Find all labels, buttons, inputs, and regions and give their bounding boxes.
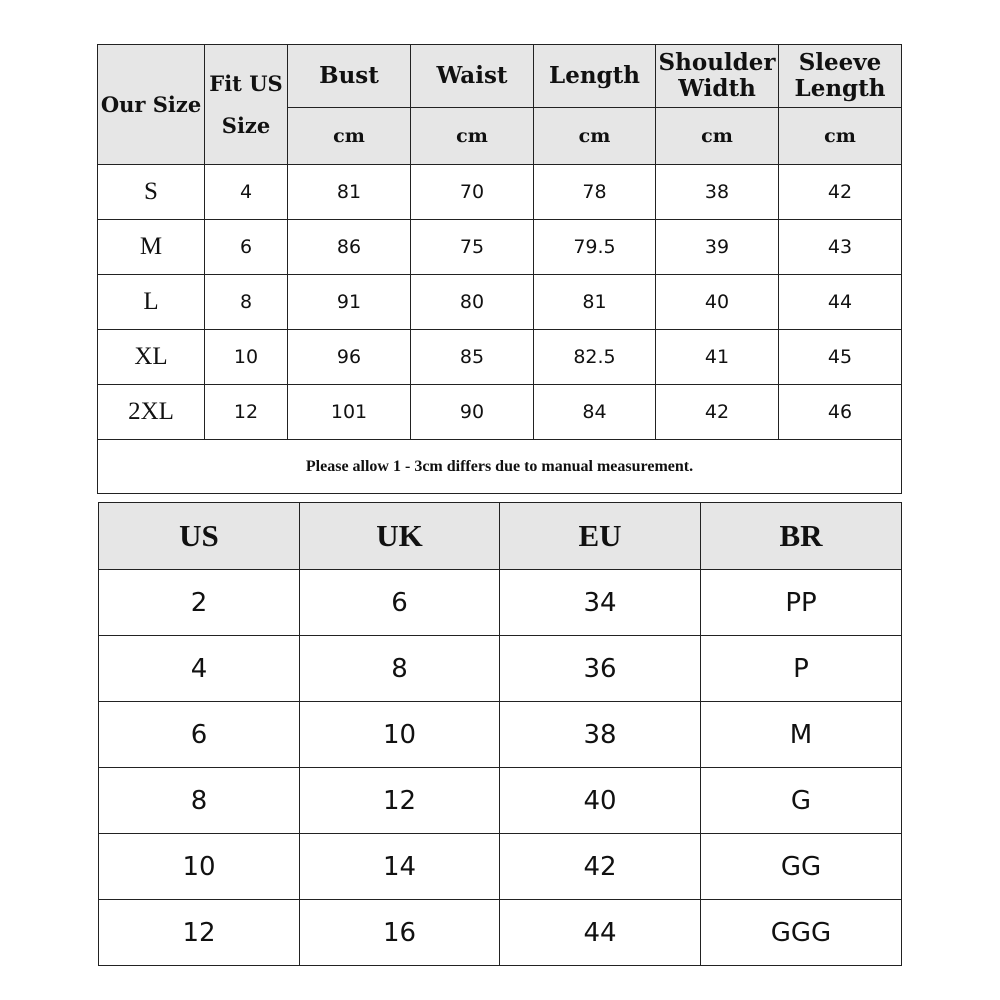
table-cell: 6: [299, 569, 500, 636]
table-cell: S: [97, 164, 205, 220]
size-conversion-table: US UK EU BR 2 6 34 PP 4 8 36 P 6 10 38 M 8 12 40 G 10 14 4…: [98, 502, 902, 966]
table-row: 4 8 36 P: [98, 635, 902, 702]
table-row: 10 14 42 GG: [98, 833, 902, 900]
header-length: Length: [533, 44, 656, 108]
table-cell: 80: [410, 274, 534, 330]
header-eu: EU: [499, 502, 701, 570]
table-cell: P: [700, 635, 902, 702]
table-row: 12 16 44 GGG: [98, 899, 902, 966]
table-cell: 39: [655, 219, 779, 275]
header-shoulder-line1: Shoulder: [658, 49, 776, 76]
table-cell: 10: [98, 833, 300, 900]
table-cell: 79.5: [533, 219, 656, 275]
header-sleeve-line2: Length: [794, 75, 886, 102]
table-cell: 40: [499, 767, 701, 834]
table-cell: 90: [410, 384, 534, 440]
table-cell: 12: [299, 767, 500, 834]
table-cell: 45: [778, 329, 902, 385]
table-cell: 70: [410, 164, 534, 220]
table-cell: 6: [204, 219, 288, 275]
table-cell: 12: [98, 899, 300, 966]
table-row: 2XL 12 101 90 84 42 46: [97, 384, 902, 440]
table-cell: 36: [499, 635, 701, 702]
header-bust: Bust: [287, 44, 411, 108]
table-cell: 82.5: [533, 329, 656, 385]
table-cell: 8: [98, 767, 300, 834]
unit-length: cm: [533, 107, 656, 165]
table-cell: 4: [204, 164, 288, 220]
unit-shoulder: cm: [655, 107, 779, 165]
table-cell: 14: [299, 833, 500, 900]
header-uk: UK: [299, 502, 500, 570]
unit-sleeve: cm: [778, 107, 902, 165]
table-cell: GG: [700, 833, 902, 900]
header-shoulder-line2: Width: [678, 75, 756, 102]
table-cell: 44: [499, 899, 701, 966]
table-cell: 42: [778, 164, 902, 220]
table-cell: 10: [204, 329, 288, 385]
table-cell: 46: [778, 384, 902, 440]
table-cell: 101: [287, 384, 411, 440]
table-cell: 41: [655, 329, 779, 385]
unit-waist: cm: [410, 107, 534, 165]
header-us: US: [98, 502, 300, 570]
header-fit-us-line1: Fit US: [209, 70, 283, 96]
table-cell: L: [97, 274, 205, 330]
header-waist: Waist: [410, 44, 534, 108]
table-cell: 34: [499, 569, 701, 636]
table-cell: 84: [533, 384, 656, 440]
table-cell: 12: [204, 384, 288, 440]
table-cell: G: [700, 767, 902, 834]
table-cell: 2XL: [97, 384, 205, 440]
table-row: 2 6 34 PP: [98, 569, 902, 636]
table-cell: M: [97, 219, 205, 275]
header-fit-us-line2: Size: [221, 112, 271, 138]
table-cell: 10: [299, 701, 500, 768]
table-cell: 86: [287, 219, 411, 275]
table-cell: 42: [655, 384, 779, 440]
header-sleeve-length: Sleeve Length: [778, 44, 902, 108]
table-row: 6 10 38 M: [98, 701, 902, 768]
table-row: M 6 86 75 79.5 39 43: [97, 219, 902, 275]
table-cell: XL: [97, 329, 205, 385]
table-cell: 44: [778, 274, 902, 330]
table-cell: 75: [410, 219, 534, 275]
table-cell: 81: [287, 164, 411, 220]
table-cell: M: [700, 701, 902, 768]
table-cell: 85: [410, 329, 534, 385]
table-cell: 38: [499, 701, 701, 768]
measurement-note: Please allow 1 - 3cm differs due to manu…: [97, 439, 902, 494]
table-cell: GGG: [700, 899, 902, 966]
table-cell: 8: [204, 274, 288, 330]
table-row: L 8 91 80 81 40 44: [97, 274, 902, 330]
table-cell: 96: [287, 329, 411, 385]
table-row: 8 12 40 G: [98, 767, 902, 834]
header-sleeve-line1: Sleeve: [798, 49, 882, 76]
table-row: XL 10 96 85 82.5 41 45: [97, 329, 902, 385]
header-our-size: Our Size: [97, 44, 205, 165]
table-cell: 40: [655, 274, 779, 330]
table-cell: 78: [533, 164, 656, 220]
table-row: S 4 81 70 78 38 42: [97, 164, 902, 220]
table-cell: 2: [98, 569, 300, 636]
table-cell: 4: [98, 635, 300, 702]
table-cell: 38: [655, 164, 779, 220]
table-cell: 6: [98, 701, 300, 768]
header-fit-us-size: Fit US Size: [204, 44, 288, 165]
table-cell: 16: [299, 899, 500, 966]
table-cell: PP: [700, 569, 902, 636]
table-cell: 91: [287, 274, 411, 330]
header-br: BR: [700, 502, 902, 570]
table-cell: 81: [533, 274, 656, 330]
unit-bust: cm: [287, 107, 411, 165]
table-cell: 8: [299, 635, 500, 702]
table-cell: 42: [499, 833, 701, 900]
table-cell: 43: [778, 219, 902, 275]
size-chart-table: Our Size Fit US Size Bust Waist Length Sh…: [97, 44, 902, 494]
header-shoulder-width: Shoulder Width: [655, 44, 779, 108]
